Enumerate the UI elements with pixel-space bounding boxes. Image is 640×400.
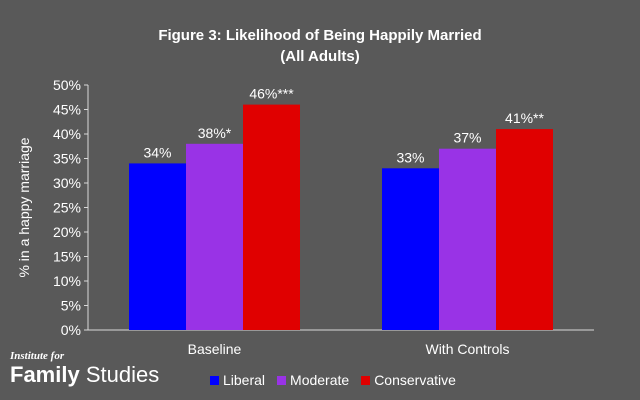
bar-liberal-1 (382, 168, 439, 330)
bar-conservative-1 (496, 129, 553, 330)
legend-item-conservative: Conservative (361, 372, 456, 388)
bar-liberal-0 (129, 163, 186, 330)
y-tick-label: 0% (61, 322, 81, 338)
y-tick-label: 25% (53, 200, 81, 216)
data-label-liberal-0: 34% (143, 144, 171, 160)
legend-label-conservative: Conservative (374, 372, 456, 388)
legend-swatch-liberal (210, 375, 219, 385)
y-axis-label: % in a happy marriage (16, 137, 32, 277)
y-tick-label: 45% (53, 102, 81, 118)
data-label-moderate-0: 38%* (198, 125, 232, 141)
chart-subtitle: (All Adults) (280, 48, 360, 65)
y-tick-label: 10% (53, 273, 81, 289)
y-tick-label: 15% (53, 249, 81, 265)
x-tick-label: With Controls (425, 341, 509, 357)
logo-top-text: Institute for (10, 350, 65, 362)
bar-moderate-1 (439, 148, 496, 330)
y-tick-label: 20% (53, 224, 81, 240)
data-label-conservative-0: 46%*** (249, 86, 294, 102)
institute-logo: Institute for Family Studies (10, 350, 159, 388)
legend-item-moderate: Moderate (277, 372, 349, 388)
legend-swatch-moderate (277, 375, 287, 385)
bar-conservative-0 (243, 104, 300, 330)
y-tick-label: 40% (53, 126, 81, 142)
legend-label-liberal: Liberal (223, 372, 266, 388)
data-label-moderate-1: 37% (453, 130, 481, 146)
x-tick-label: Baseline (188, 341, 242, 357)
logo-word-family: Family (10, 362, 80, 387)
logo-word-studies: Studies (79, 362, 160, 387)
y-tick-label: 30% (53, 175, 81, 191)
y-tick-label: 5% (61, 298, 81, 314)
y-tick-label: 50% (53, 77, 81, 93)
chart-legend: Liberal Moderate Conservative (210, 372, 456, 388)
y-tick-label: 35% (53, 151, 81, 167)
legend-swatch-conservative (361, 375, 371, 385)
data-label-conservative-1: 41%** (505, 110, 544, 126)
chart-title: Figure 3: Likelihood of Being Happily Ma… (158, 27, 482, 44)
bar-moderate-0 (186, 143, 243, 330)
legend-item-liberal: Liberal (210, 372, 265, 388)
data-label-liberal-1: 33% (396, 149, 424, 165)
logo-main-text: Family Studies (10, 362, 159, 388)
legend-label-moderate: Moderate (290, 372, 350, 388)
